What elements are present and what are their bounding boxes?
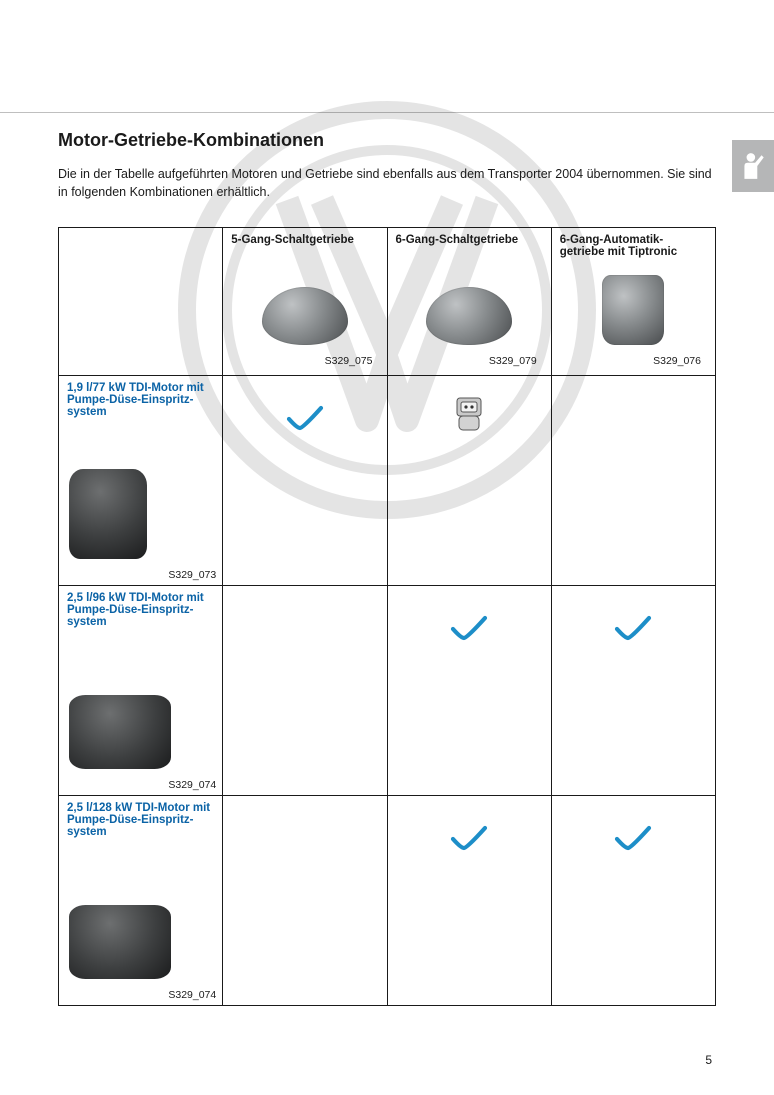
col-label: 6-Gang-Schaltgetriebe (396, 234, 519, 246)
combi-cell (223, 586, 387, 796)
col-header-5gang: 5-Gang-Schaltgetriebe S329_075 (223, 228, 387, 376)
combi-cell (387, 796, 551, 1006)
intro-text: Die in der Tabelle aufgeführten Motoren … (58, 165, 716, 201)
engine-image (69, 695, 171, 769)
gearbox-image (602, 275, 664, 345)
engine-image (69, 469, 147, 559)
row-header-engine-1: 1,9 l/77 kW TDI-Motor mit Pumpe-Düse-Ein… (59, 376, 223, 586)
figure-code: S329_074 (168, 779, 216, 791)
check-icon (613, 824, 653, 852)
figure-code: S329_076 (653, 355, 701, 367)
figure-code: S329_073 (168, 569, 216, 581)
combi-cell (223, 796, 387, 1006)
row-header-engine-3: 2,5 l/128 kW TDI-Motor mit Pumpe-Düse-Ei… (59, 796, 223, 1006)
gearbox-image (426, 287, 512, 345)
combi-cell (223, 376, 387, 586)
check-icon (613, 614, 653, 642)
erwin-mascot-icon (449, 394, 489, 434)
engine-label: 1,9 l/77 kW TDI-Motor mit Pumpe-Düse-Ein… (67, 382, 204, 418)
row-header-engine-2: 2,5 l/96 kW TDI-Motor mit Pumpe-Düse-Ein… (59, 586, 223, 796)
engine-image (69, 905, 171, 979)
page-body: Motor-Getriebe-Kombinationen Die in der … (0, 0, 774, 1046)
col-label: 5-Gang-Schaltgetriebe (231, 234, 354, 246)
combi-cell (551, 586, 715, 796)
col-header-6gang: 6-Gang-Schaltgetriebe S329_079 (387, 228, 551, 376)
figure-code: S329_079 (489, 355, 537, 367)
check-icon (449, 614, 489, 642)
engine-label: 2,5 l/96 kW TDI-Motor mit Pumpe-Düse-Ein… (67, 592, 204, 628)
gearbox-image (262, 287, 348, 345)
page-number: 5 (705, 1053, 712, 1067)
figure-code: S329_075 (325, 355, 373, 367)
page-heading: Motor-Getriebe-Kombinationen (58, 130, 716, 151)
col-label: 6-Gang-Automatik- getriebe mit Tiptronic (560, 234, 677, 258)
figure-code: S329_074 (168, 989, 216, 1001)
combi-cell (387, 376, 551, 586)
combi-cell (551, 796, 715, 1006)
combi-cell (551, 376, 715, 586)
check-icon (285, 404, 325, 432)
combi-cell (387, 586, 551, 796)
check-icon (449, 824, 489, 852)
col-header-tiptronic: 6-Gang-Automatik- getriebe mit Tiptronic… (551, 228, 715, 376)
engine-label: 2,5 l/128 kW TDI-Motor mit Pumpe-Düse-Ei… (67, 802, 210, 838)
table-corner-cell (59, 228, 223, 376)
combi-table: 5-Gang-Schaltgetriebe S329_075 6-Gang-Sc… (58, 227, 716, 1006)
